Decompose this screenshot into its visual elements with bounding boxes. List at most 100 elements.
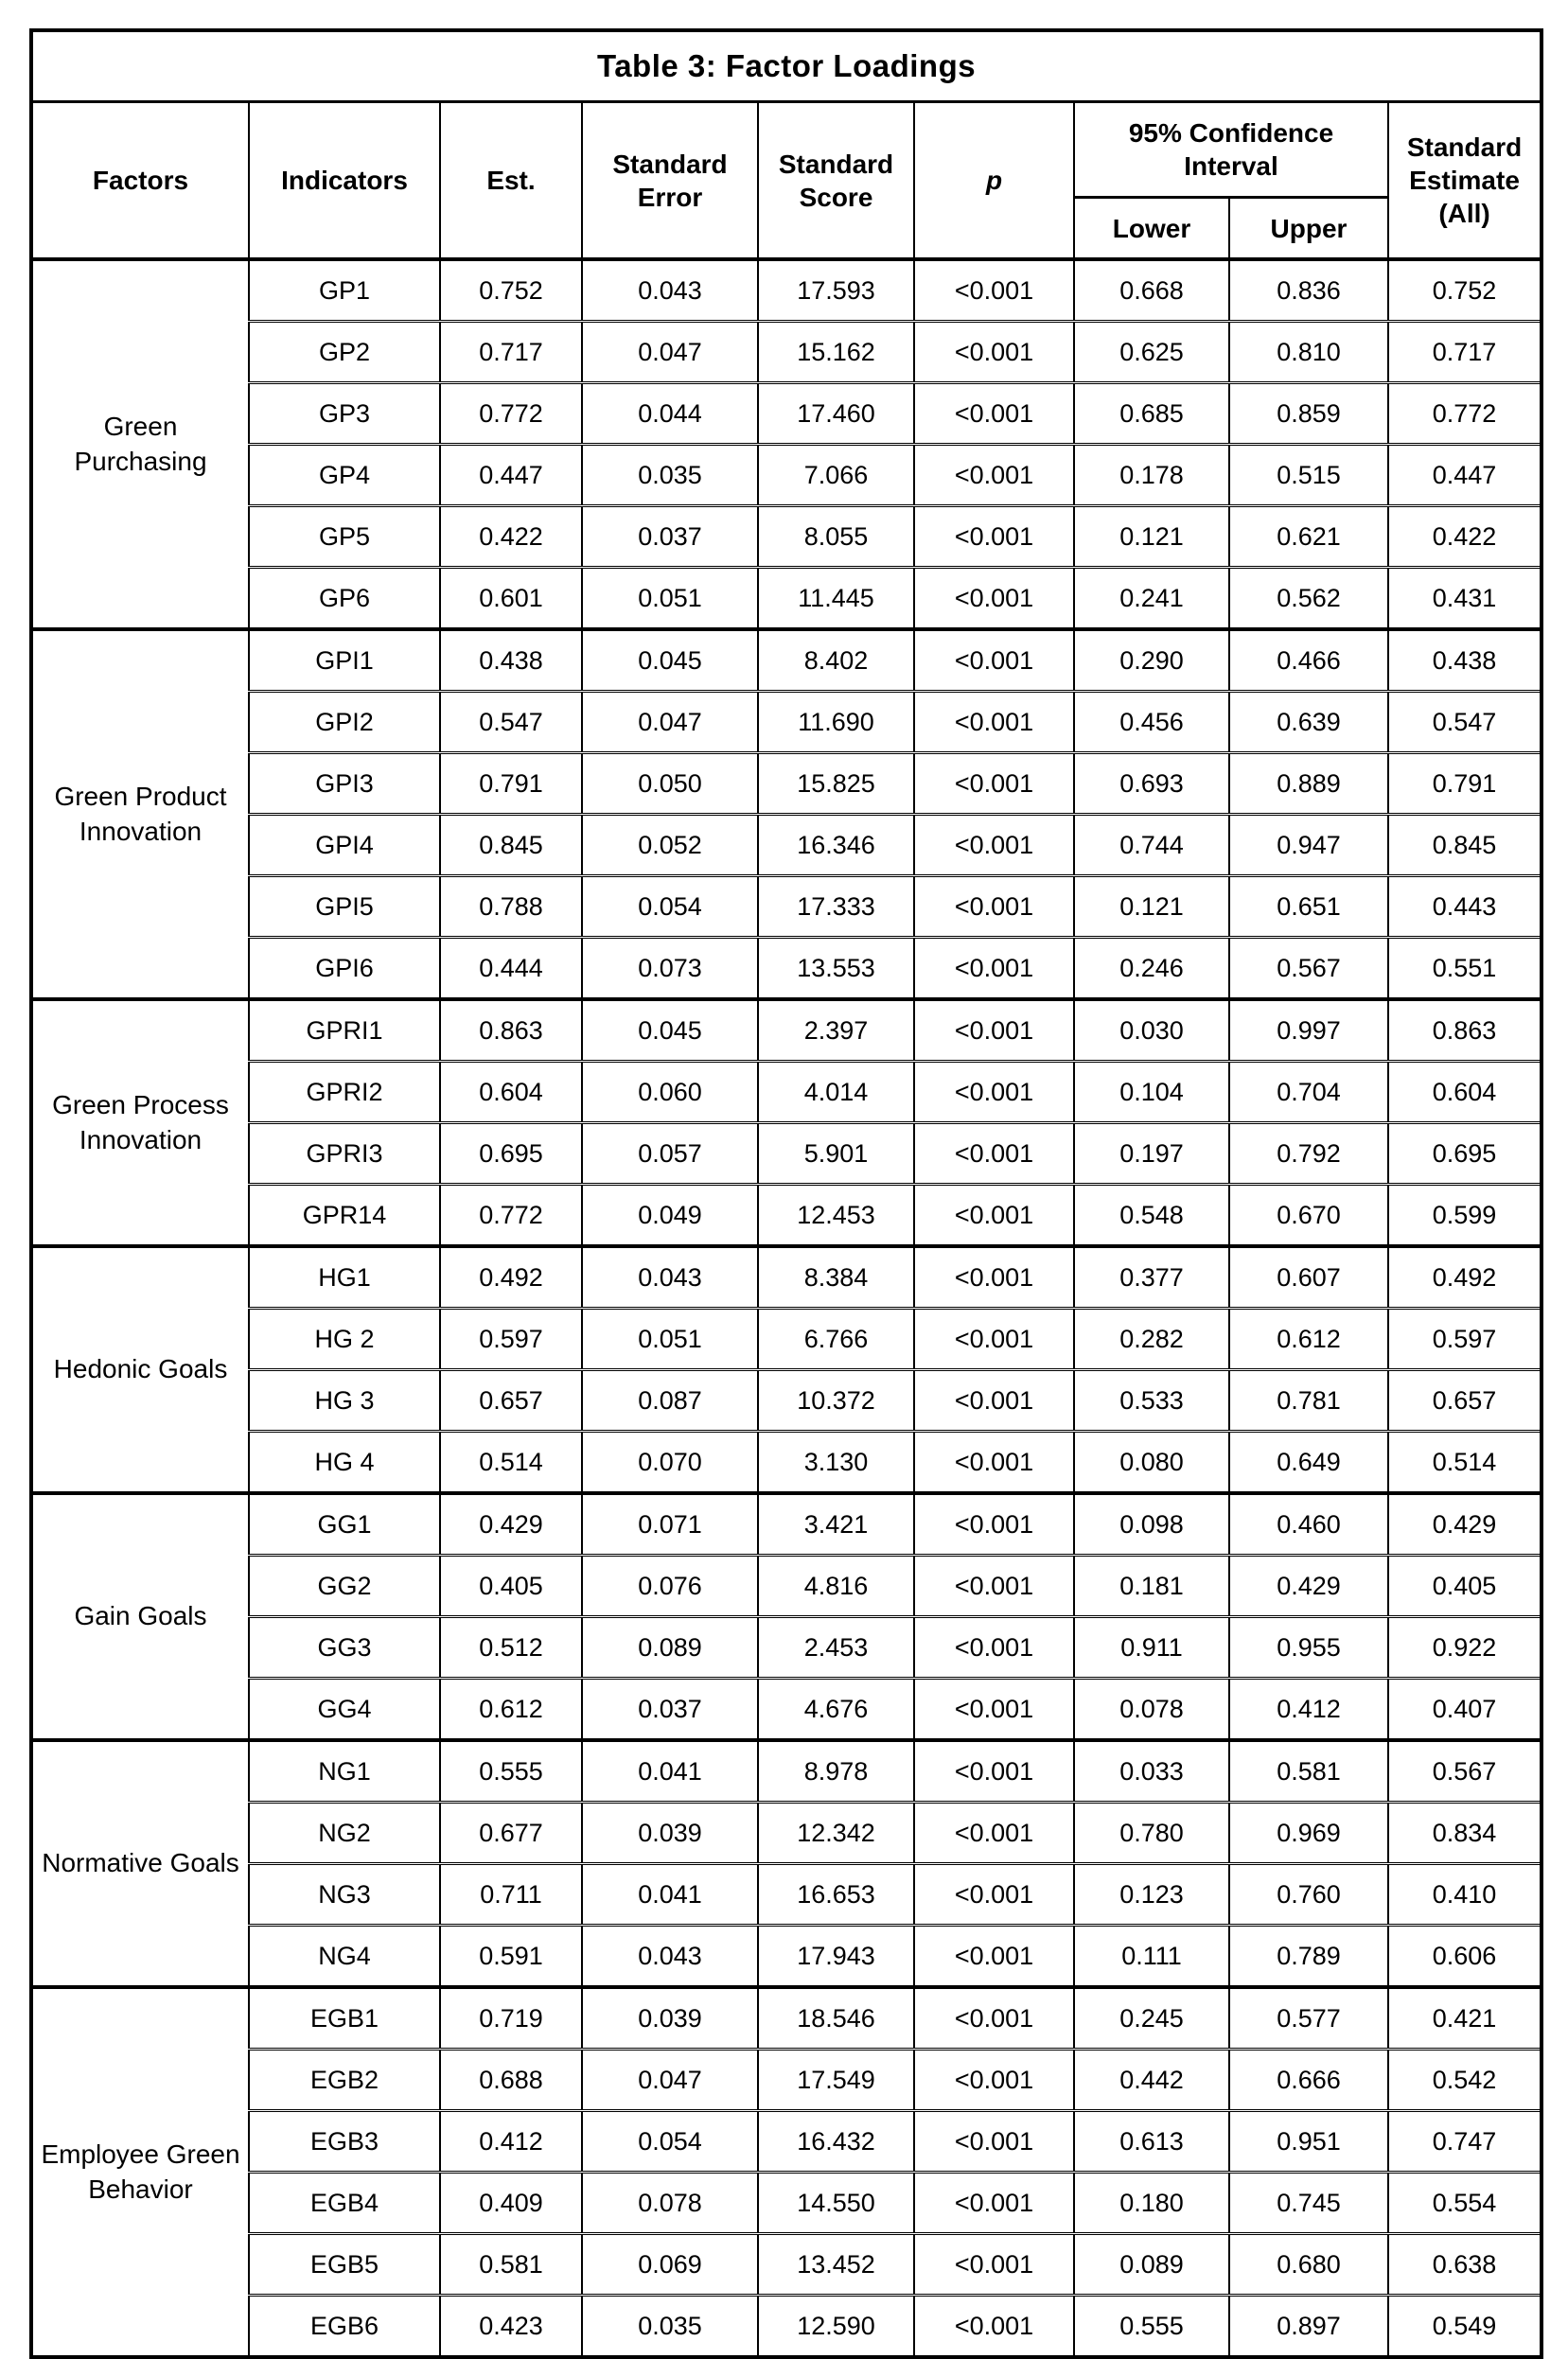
cell-p: <0.001: [913, 2232, 1075, 2296]
cell-score: 12.590: [757, 2294, 915, 2357]
cell-std_all: 0.752: [1386, 257, 1543, 322]
cell-se: 0.078: [581, 2171, 759, 2234]
cell-indicator: GPI3: [248, 751, 441, 815]
factor-label: Green Process Innovation: [30, 997, 250, 1248]
cell-est: 0.547: [439, 690, 583, 753]
table-row: Hedonic Goals HG1 0.492 0.043 8.384 <0.001 0.3…: [30, 1244, 1543, 1495]
cell-est: 0.604: [439, 1060, 583, 1123]
factor-label: Gain Goals: [30, 1491, 250, 1742]
cell-upper: 0.781: [1228, 1368, 1389, 1432]
table-row: GP4 0.447 0.035 7.066 <0.001 0.178 0.515 0.447: [31, 443, 1543, 506]
cell-upper: 0.412: [1228, 1677, 1389, 1740]
cell-p: <0.001: [913, 1060, 1075, 1123]
table-row: GPRI3 0.695 0.057 5.901 <0.001 0.197 0.792 0.69…: [31, 1121, 1543, 1185]
cell-upper: 0.792: [1228, 1121, 1389, 1185]
cell-score: 15.825: [757, 751, 915, 815]
cell-score: 17.549: [757, 2048, 915, 2111]
cell-indicator: GPI5: [248, 874, 441, 938]
cell-score: 11.445: [757, 566, 915, 629]
cell-upper: 0.955: [1228, 1615, 1389, 1679]
cell-upper: 0.562: [1228, 566, 1389, 629]
cell-score: 8.384: [757, 1244, 915, 1309]
cell-std_all: 0.567: [1386, 1738, 1543, 1803]
cell-se: 0.045: [581, 997, 759, 1062]
cell-indicator: EGB3: [248, 2109, 441, 2173]
cell-se: 0.087: [581, 1368, 759, 1432]
cell-est: 0.791: [439, 751, 583, 815]
col-header-standard-estimate: Standard Estimate (All): [1386, 101, 1543, 259]
cell-indicator: NG4: [248, 1924, 441, 1987]
cell-p: <0.001: [913, 504, 1075, 568]
cell-lower: 0.181: [1073, 1554, 1230, 1617]
cell-se: 0.052: [581, 813, 759, 876]
table-row: GP5 0.422 0.037 8.055 <0.001 0.121 0.621 0.422: [31, 504, 1543, 568]
col-header-indicators: Indicators: [248, 101, 441, 259]
cell-est: 0.512: [439, 1615, 583, 1679]
cell-se: 0.047: [581, 2048, 759, 2111]
cell-std_all: 0.492: [1386, 1244, 1543, 1309]
cell-upper: 0.621: [1228, 504, 1389, 568]
cell-indicator: GPI2: [248, 690, 441, 753]
cell-est: 0.422: [439, 504, 583, 568]
cell-score: 12.453: [757, 1183, 915, 1246]
cell-upper: 0.789: [1228, 1924, 1389, 1987]
cell-est: 0.657: [439, 1368, 583, 1432]
cell-est: 0.409: [439, 2171, 583, 2234]
table-row: GPI3 0.791 0.050 15.825 <0.001 0.693 0.889 0.79…: [31, 751, 1543, 815]
cell-std_all: 0.638: [1386, 2232, 1543, 2296]
cell-std_all: 0.604: [1386, 1060, 1543, 1123]
cell-score: 7.066: [757, 443, 915, 506]
cell-p: <0.001: [913, 751, 1075, 815]
cell-score: 14.550: [757, 2171, 915, 2234]
header-row-sub: Lower Upper: [31, 197, 1542, 259]
cell-est: 0.677: [439, 1801, 583, 1864]
cell-std_all: 0.772: [1386, 381, 1543, 445]
table-row: Normative Goals NG1 0.555 0.041 8.978 <0.001 0…: [30, 1738, 1543, 1989]
cell-se: 0.035: [581, 443, 759, 506]
cell-lower: 0.744: [1073, 813, 1230, 876]
cell-upper: 0.745: [1228, 2171, 1389, 2234]
cell-std_all: 0.438: [1386, 627, 1543, 692]
cell-std_all: 0.429: [1386, 1491, 1543, 1556]
table-title: Table 3: Factor Loadings: [29, 30, 1543, 103]
cell-indicator: GG4: [248, 1677, 441, 1740]
cell-se: 0.076: [581, 1554, 759, 1617]
table-row: GPI6 0.444 0.073 13.553 <0.001 0.246 0.567 0.55…: [31, 936, 1543, 999]
cell-upper: 0.670: [1228, 1183, 1389, 1246]
cell-p: <0.001: [913, 1307, 1075, 1370]
table-row: HG 2 0.597 0.051 6.766 <0.001 0.282 0.612 0.597: [31, 1307, 1543, 1370]
cell-indicator: EGB5: [248, 2232, 441, 2296]
cell-est: 0.447: [439, 443, 583, 506]
table-row: EGB5 0.581 0.069 13.452 <0.001 0.089 0.680 0.63…: [31, 2232, 1543, 2296]
cell-score: 16.653: [757, 1862, 915, 1926]
cell-se: 0.051: [581, 566, 759, 629]
cell-upper: 0.897: [1228, 2294, 1389, 2357]
cell-upper: 0.666: [1228, 2048, 1389, 2111]
table-row: EGB4 0.409 0.078 14.550 <0.001 0.180 0.745 0.55…: [31, 2171, 1543, 2234]
cell-upper: 0.947: [1228, 813, 1389, 876]
table-row: GPR14 0.772 0.049 12.453 <0.001 0.548 0.670 0.5…: [31, 1183, 1543, 1246]
cell-se: 0.039: [581, 1801, 759, 1864]
cell-upper: 0.704: [1228, 1060, 1389, 1123]
cell-indicator: GP6: [248, 566, 441, 629]
cell-std_all: 0.431: [1386, 566, 1543, 629]
cell-p: <0.001: [913, 874, 1075, 938]
cell-p: <0.001: [913, 1491, 1075, 1556]
cell-upper: 0.466: [1228, 627, 1389, 692]
cell-std_all: 0.443: [1386, 874, 1543, 938]
cell-est: 0.772: [439, 381, 583, 445]
cell-se: 0.035: [581, 2294, 759, 2357]
cell-score: 17.460: [757, 381, 915, 445]
cell-score: 4.816: [757, 1554, 915, 1617]
cell-est: 0.591: [439, 1924, 583, 1987]
cell-lower: 0.625: [1073, 320, 1230, 383]
col-header-est: Est.: [439, 101, 583, 259]
cell-score: 13.553: [757, 936, 915, 999]
table-row: Gain Goals GG1 0.429 0.071 3.421 <0.001 0.098 0…: [30, 1491, 1543, 1742]
cell-upper: 0.639: [1228, 690, 1389, 753]
cell-est: 0.581: [439, 2232, 583, 2296]
cell-se: 0.043: [581, 1244, 759, 1309]
cell-score: 17.333: [757, 874, 915, 938]
cell-p: <0.001: [913, 1738, 1075, 1803]
table-row: GPI2 0.547 0.047 11.690 <0.001 0.456 0.639 0.54…: [31, 690, 1543, 753]
